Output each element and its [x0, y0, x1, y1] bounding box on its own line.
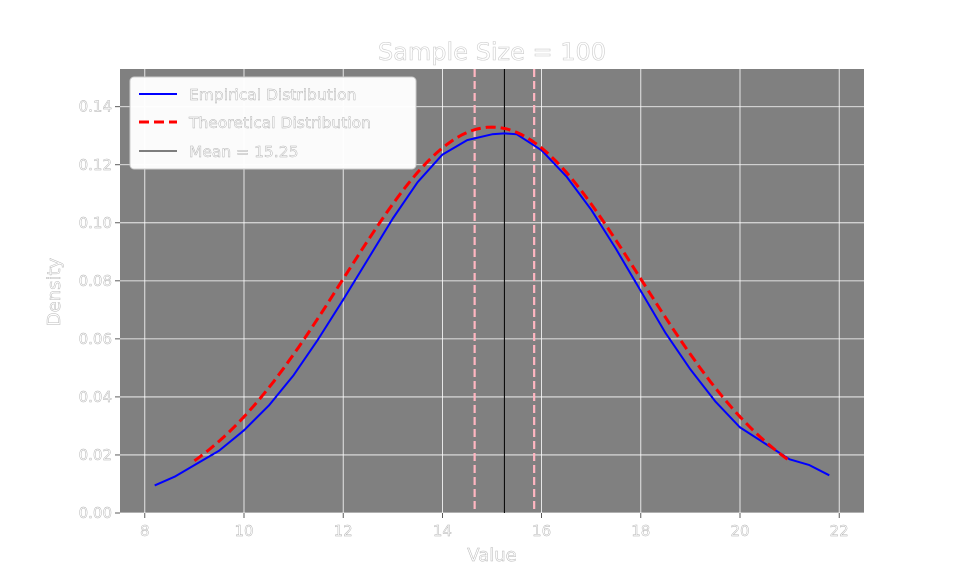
y-axis-label: Density	[44, 257, 65, 326]
y-tick-label: 0.04	[79, 388, 112, 406]
x-tick-label: 12	[334, 522, 353, 540]
x-tick-label: 22	[830, 522, 849, 540]
y-tick-label: 0.12	[79, 156, 112, 174]
x-axis-label: Value	[467, 545, 516, 566]
x-tick-label: 18	[631, 522, 650, 540]
legend-box	[129, 76, 417, 170]
y-tick-label: 0.10	[79, 214, 112, 232]
x-tick-label: 8	[140, 522, 150, 540]
y-tick-label: 0.14	[79, 98, 112, 116]
legend: Empirical Distribution Theoretical Distr…	[129, 76, 417, 170]
x-tick-label: 16	[532, 522, 551, 540]
legend-label-theoretical: Theoretical Distribution	[188, 114, 371, 132]
legend-label-mean: Mean = 15.25	[189, 143, 298, 161]
chart-title: Sample Size = 100	[378, 38, 606, 66]
x-axis-ticks: 8 10 12 14 16 18 20 22	[140, 513, 849, 540]
legend-label-empirical: Empirical Distribution	[189, 86, 356, 104]
y-axis-ticks: 0.00 0.02 0.04 0.06 0.08 0.10 0.12 0.14	[78, 98, 120, 522]
y-tick-label: 0.08	[79, 272, 112, 290]
series-lines	[154, 69, 830, 513]
empirical-distribution-line	[154, 132, 830, 487]
theoretical-distribution-line	[193, 125, 791, 463]
x-tick-label: 10	[234, 522, 253, 540]
y-tick-label: 0.06	[79, 330, 112, 348]
x-tick-label: 20	[730, 522, 749, 540]
y-tick-label: 0.00	[79, 504, 112, 522]
y-tick-label: 0.02	[79, 446, 112, 464]
x-tick-label: 14	[433, 522, 452, 540]
